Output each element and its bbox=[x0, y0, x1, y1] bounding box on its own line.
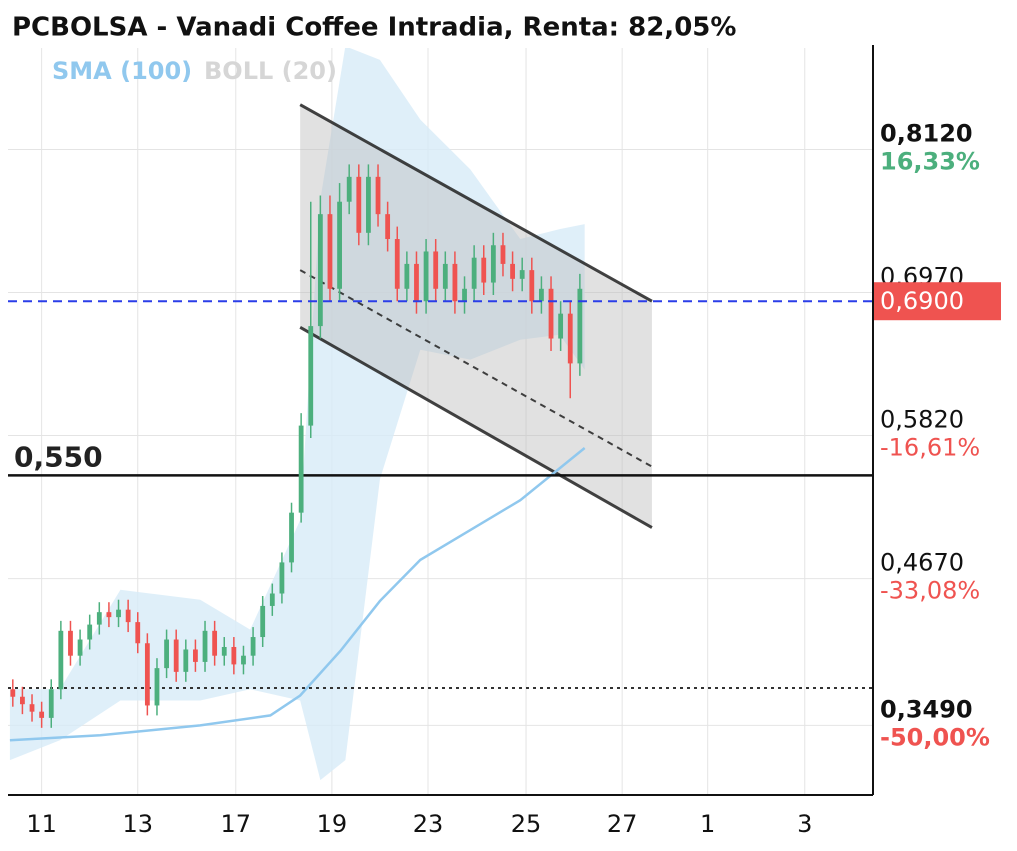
candle-body bbox=[490, 245, 496, 283]
y-tick-label: 0,3490 bbox=[880, 695, 973, 723]
candle-body bbox=[250, 637, 256, 656]
candle-body bbox=[173, 639, 179, 672]
candle-body bbox=[135, 622, 141, 644]
x-tick-label: 23 bbox=[413, 810, 444, 838]
candle-body bbox=[68, 630, 73, 656]
candle-body bbox=[39, 711, 45, 718]
candle-body bbox=[567, 313, 573, 364]
candle-body bbox=[423, 251, 429, 302]
candle-body bbox=[414, 263, 419, 302]
candle-body bbox=[125, 609, 131, 623]
candle-body bbox=[289, 512, 294, 563]
overlay: PCBOLSA - Vanadi Coffee Intradia, Renta:… bbox=[8, 8, 1001, 838]
candle-body bbox=[519, 270, 525, 279]
candle-body bbox=[279, 562, 285, 594]
candle-body bbox=[356, 176, 362, 233]
candle-body bbox=[58, 630, 64, 690]
x-tick-label: 25 bbox=[511, 810, 542, 838]
last-price-tag bbox=[874, 282, 1001, 321]
plot-area bbox=[8, 45, 873, 795]
candle-body bbox=[193, 649, 198, 662]
candle-body bbox=[548, 288, 554, 339]
candle-body bbox=[462, 288, 467, 302]
candle-body bbox=[269, 593, 275, 606]
channel-middle bbox=[299, 269, 653, 468]
y-tick-change: -50,00% bbox=[880, 723, 990, 751]
candle-body bbox=[471, 257, 477, 289]
candle-body bbox=[375, 176, 381, 215]
candle-body bbox=[452, 263, 458, 302]
candle-body bbox=[144, 643, 150, 706]
candle-body bbox=[221, 646, 227, 656]
candle-body bbox=[337, 201, 342, 289]
y-tick-label: 0,4670 bbox=[880, 549, 964, 577]
candle-body bbox=[327, 214, 333, 289]
candle-body bbox=[87, 624, 93, 640]
candle-body bbox=[96, 612, 102, 625]
last-price-label: 0,6900 bbox=[880, 287, 964, 315]
y-tick-label: 0,8120 bbox=[880, 119, 973, 147]
candle-body bbox=[164, 639, 169, 669]
candle-body bbox=[539, 288, 544, 302]
candle-body bbox=[29, 704, 35, 712]
candle-body bbox=[317, 214, 323, 327]
y-tick-label: 0,5820 bbox=[880, 406, 964, 434]
candle-body bbox=[241, 655, 246, 665]
candle-body bbox=[106, 612, 112, 618]
x-tick-label: 3 bbox=[797, 810, 812, 838]
candle-body bbox=[116, 609, 121, 618]
candle-body bbox=[442, 263, 448, 289]
x-tick-label: 27 bbox=[607, 810, 638, 838]
candle-body bbox=[20, 696, 25, 705]
x-tick-label: 19 bbox=[317, 810, 348, 838]
candle-body bbox=[385, 214, 391, 240]
chart-title: PCBOLSA - Vanadi Coffee Intradia, Renta:… bbox=[12, 13, 736, 43]
candle-body bbox=[433, 251, 439, 289]
candle-body bbox=[500, 245, 506, 264]
candle-body bbox=[202, 630, 208, 662]
bollinger-band bbox=[9, 46, 585, 781]
candle-body bbox=[394, 239, 400, 289]
sma-line bbox=[9, 447, 586, 742]
candle-body bbox=[212, 630, 218, 656]
y-tick-change: -16,61% bbox=[880, 434, 980, 462]
title-box bbox=[8, 8, 873, 48]
y-tick-change: -33,08% bbox=[880, 577, 980, 605]
candle-body bbox=[346, 176, 352, 202]
candle-body bbox=[529, 270, 535, 302]
candle-body bbox=[308, 326, 314, 426]
candle-body bbox=[481, 257, 487, 283]
candle-body bbox=[404, 263, 410, 289]
level-label: 0,550 bbox=[14, 440, 103, 473]
candle-body bbox=[231, 646, 237, 665]
candle-body bbox=[558, 313, 564, 339]
y-tick-change: 16,33% bbox=[880, 147, 980, 175]
candle-body bbox=[577, 288, 583, 364]
candle-body bbox=[77, 639, 83, 656]
candle-body bbox=[366, 176, 371, 233]
candle-body bbox=[298, 425, 304, 513]
x-tick-label: 17 bbox=[221, 810, 252, 838]
channel-lower bbox=[299, 326, 653, 529]
candle-body bbox=[183, 649, 189, 672]
candle-body bbox=[510, 263, 515, 279]
x-tick-label: 1 bbox=[700, 810, 715, 838]
candle-body bbox=[48, 689, 54, 718]
x-tick-label: 13 bbox=[122, 810, 153, 838]
candle-body bbox=[154, 668, 160, 706]
candle-body bbox=[10, 689, 16, 697]
channel-upper bbox=[299, 103, 653, 303]
candle-body bbox=[260, 605, 266, 638]
legend-sma: SMA (100) bbox=[52, 57, 192, 85]
x-tick-label: 11 bbox=[26, 810, 57, 838]
legend-boll: BOLL (20) bbox=[204, 57, 337, 85]
